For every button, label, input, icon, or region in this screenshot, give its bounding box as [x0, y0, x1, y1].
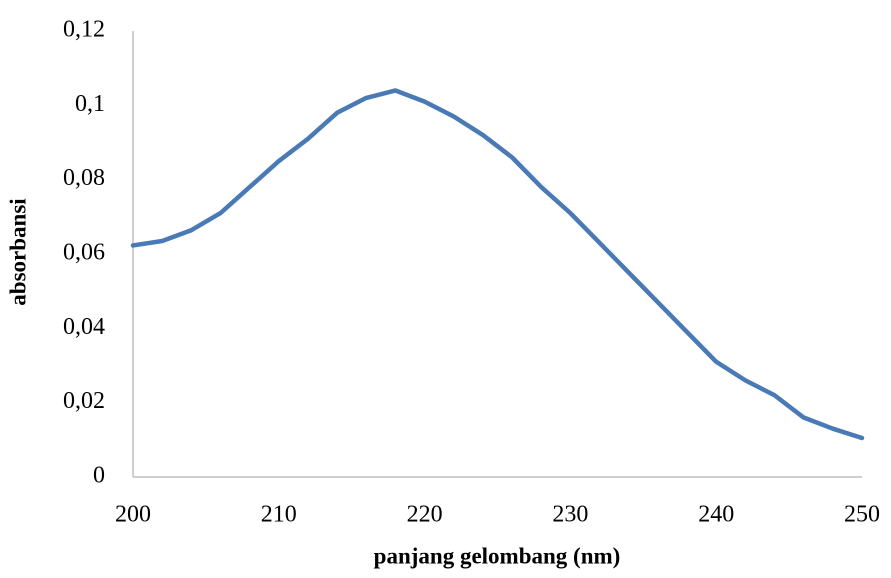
- x-tick-label: 220: [407, 502, 443, 528]
- x-tick-label: 200: [115, 502, 151, 528]
- y-tick-label: 0,12: [63, 17, 105, 43]
- y-tick-label: 0: [93, 463, 105, 489]
- y-tick-label: 0,04: [63, 314, 105, 340]
- y-tick-label: 0,08: [63, 165, 105, 191]
- data-line: [130, 88, 865, 441]
- y-tick-label: 0,1: [75, 91, 105, 117]
- x-tick-label: 250: [844, 502, 880, 528]
- x-tick-label: 230: [552, 502, 588, 528]
- y-axis-title: absorbansi: [5, 198, 30, 306]
- x-tick-label: 210: [261, 502, 297, 528]
- x-axis-title: panjang gelombang (nm): [374, 543, 621, 568]
- y-tick-label: 0,02: [63, 388, 105, 414]
- x-tick-label: 240: [698, 502, 734, 528]
- y-tick-label: 0,06: [63, 240, 105, 266]
